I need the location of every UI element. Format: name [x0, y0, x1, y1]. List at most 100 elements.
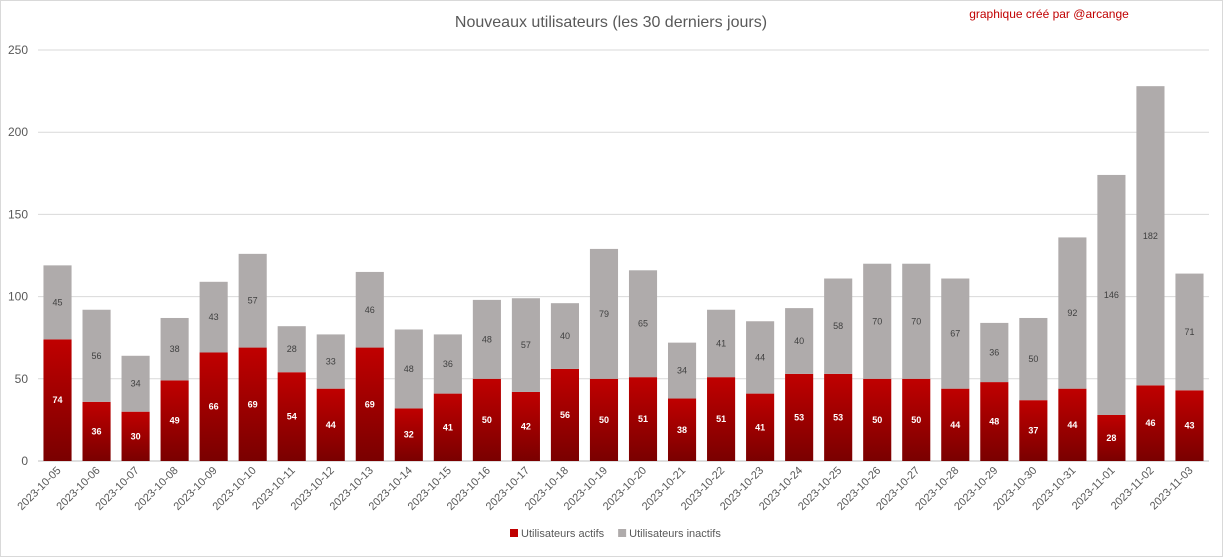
- bar-inactive: [316, 334, 345, 389]
- legend-swatch: [510, 529, 518, 537]
- bar-active: [1175, 390, 1204, 461]
- bar-active: [277, 372, 306, 461]
- data-label-inactive: 58: [833, 321, 843, 331]
- bar-inactive: [511, 298, 540, 392]
- bar-inactive: [746, 321, 775, 394]
- data-label-inactive: 71: [1184, 327, 1194, 337]
- bar-inactive: [550, 303, 580, 369]
- bar-inactive: [589, 248, 619, 379]
- data-label-active: 44: [326, 420, 336, 430]
- data-label-inactive: 28: [287, 344, 297, 354]
- grid-lines: [38, 49, 1209, 462]
- bar-inactive: [902, 263, 931, 379]
- data-label-inactive: 57: [521, 340, 531, 350]
- data-label-active: 74: [53, 395, 63, 405]
- bar-inactive: [433, 334, 462, 394]
- bar-active: [1058, 388, 1087, 461]
- data-label-inactive: 44: [755, 352, 765, 362]
- data-label-active: 32: [404, 430, 414, 440]
- data-label-active: 69: [365, 399, 375, 409]
- data-label-active: 69: [248, 399, 258, 409]
- bar-active: [785, 373, 814, 461]
- data-label-inactive: 40: [794, 336, 804, 346]
- bar-active: [589, 378, 619, 461]
- data-label-inactive: 46: [365, 305, 375, 315]
- bar-active: [355, 347, 384, 461]
- bar-active: [980, 382, 1009, 461]
- data-label-active: 44: [1067, 420, 1077, 430]
- data-label-inactive: 65: [638, 319, 648, 329]
- data-label-active: 53: [794, 412, 804, 422]
- data-label-active: 50: [482, 415, 492, 425]
- data-label-inactive: 34: [677, 366, 687, 376]
- bar-inactive: [355, 271, 384, 348]
- bar-inactive: [1136, 86, 1165, 386]
- bar-inactive: [394, 329, 423, 409]
- bar-inactive: [628, 270, 658, 378]
- bar-active: [82, 401, 111, 461]
- bar-active: [316, 388, 345, 461]
- data-label-inactive: 57: [248, 296, 258, 306]
- bar-active: [433, 393, 462, 461]
- legend: Utilisateurs actifs Utilisateurs inactifs: [510, 528, 721, 540]
- bar-inactive: [121, 355, 150, 412]
- y-tick-label: 0: [21, 454, 28, 468]
- data-label-active: 42: [521, 421, 531, 431]
- data-label-inactive: 38: [170, 344, 180, 354]
- data-label-active: 37: [1028, 426, 1038, 436]
- bar-active: [511, 391, 540, 461]
- data-label-active: 41: [443, 422, 453, 432]
- bar-inactive: [277, 326, 306, 373]
- data-label-inactive: 33: [326, 357, 336, 367]
- data-label-active: 56: [560, 410, 570, 420]
- bar-active: [550, 368, 580, 461]
- bar-active: [902, 378, 931, 461]
- data-label-inactive: 34: [131, 379, 141, 389]
- data-label-active: 44: [950, 420, 960, 430]
- bar-active: [472, 378, 501, 461]
- bar-active: [43, 339, 72, 461]
- bar-active: [394, 408, 423, 461]
- y-tick-label: 100: [8, 290, 28, 304]
- data-label-active: 66: [209, 402, 219, 412]
- legend-entry: Utilisateurs inactifs: [629, 528, 721, 540]
- data-label-inactive: 41: [716, 338, 726, 348]
- bar-active: [824, 373, 853, 461]
- data-label-inactive: 50: [1028, 354, 1038, 364]
- bar-active: [667, 398, 697, 461]
- bar-inactive: [863, 263, 892, 379]
- data-label-inactive: 70: [911, 316, 921, 326]
- bar-inactive: [1019, 317, 1048, 401]
- data-label-active: 46: [1145, 418, 1155, 428]
- bar-active: [707, 377, 736, 461]
- bar-active: [628, 377, 658, 461]
- data-label-inactive: 48: [404, 364, 414, 374]
- y-axis: 0 50 100 150 200 250: [8, 43, 28, 468]
- bar-active: [863, 378, 892, 461]
- bar-inactive: [160, 317, 189, 381]
- data-label-active: 50: [872, 415, 882, 425]
- bars: 74 45 36 56 30 34 49 38 66 43 69 57 54 28 44 33 69 46 32 48…: [43, 86, 1204, 461]
- y-tick-label: 50: [15, 372, 29, 386]
- bar-inactive: [472, 299, 501, 379]
- data-label-active: 41: [755, 422, 765, 432]
- data-label-inactive: 43: [209, 312, 219, 322]
- bar-inactive: [238, 253, 267, 348]
- data-label-active: 53: [833, 412, 843, 422]
- data-label-active: 36: [92, 426, 102, 436]
- bar-inactive: [199, 281, 228, 353]
- data-label-inactive: 45: [53, 297, 63, 307]
- bar-active: [1019, 400, 1048, 461]
- data-label-inactive: 56: [92, 351, 102, 361]
- data-label-active: 38: [677, 425, 687, 435]
- bar-inactive: [1058, 237, 1087, 389]
- bar-inactive: [667, 342, 697, 399]
- bar-inactive: [1097, 174, 1126, 415]
- data-label-inactive: 182: [1143, 231, 1158, 241]
- data-label-inactive: 48: [482, 334, 492, 344]
- bar-inactive: [43, 265, 72, 340]
- bar-active: [1097, 414, 1126, 461]
- data-label-active: 51: [638, 414, 648, 424]
